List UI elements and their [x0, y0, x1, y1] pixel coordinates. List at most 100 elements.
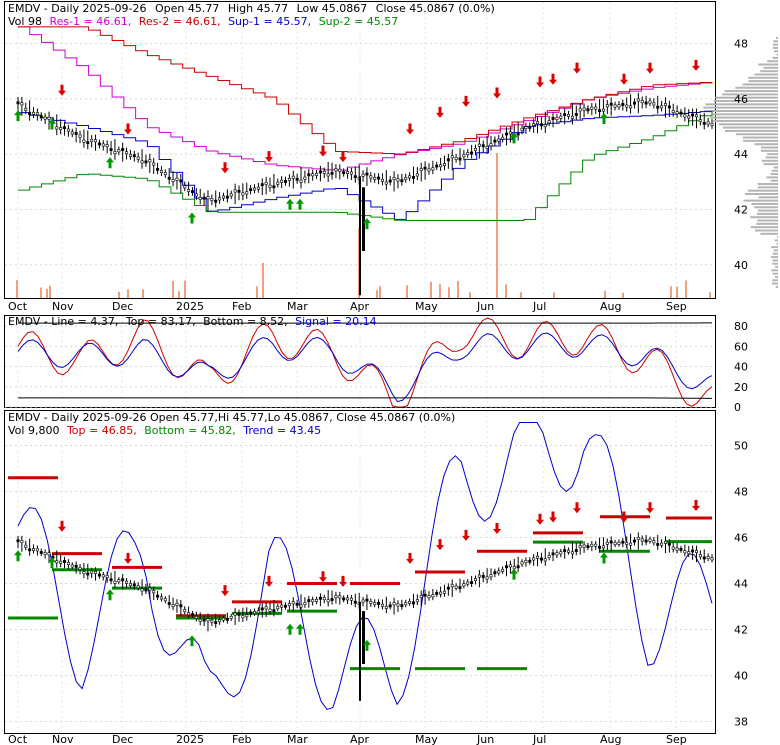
price-candle — [498, 571, 500, 573]
volume-profile-bar — [755, 230, 778, 232]
price-candle — [645, 540, 647, 542]
volume-profile-bar — [761, 150, 778, 152]
price-candle — [284, 605, 286, 607]
y-tick-label: 44 — [734, 578, 748, 591]
price-candle — [401, 180, 403, 182]
price-candle — [474, 579, 476, 581]
price-candle — [470, 581, 472, 583]
x-tick-label: Jun — [476, 733, 494, 745]
price-candle — [207, 197, 209, 199]
volume-profile-bar — [735, 87, 778, 89]
volume-profile-bar — [773, 166, 778, 168]
price-candle — [560, 552, 562, 554]
price-candle — [544, 559, 546, 561]
price-candle — [238, 613, 240, 615]
price-candle — [125, 581, 127, 583]
price-candle — [261, 184, 263, 186]
volume-bar — [670, 286, 672, 298]
price-candle — [618, 105, 620, 107]
price-candle — [587, 546, 589, 548]
price-candle — [548, 555, 550, 557]
price-candle — [187, 189, 189, 191]
price-candle — [79, 567, 81, 569]
price-candle — [525, 127, 527, 129]
price-candle — [335, 595, 337, 597]
price-candle — [385, 182, 387, 184]
volume-profile-bar — [776, 286, 778, 288]
volume-profile-bar — [770, 180, 778, 182]
price-candle — [389, 180, 391, 182]
volume-profile-bar — [763, 67, 778, 69]
volume-profile-bar — [722, 93, 778, 95]
price-candle — [370, 176, 372, 178]
volume-profile-bar — [754, 143, 778, 145]
price-candle — [75, 565, 77, 567]
volume-bar — [46, 289, 48, 298]
price-candle — [649, 101, 651, 103]
volume-bar — [439, 284, 441, 298]
price-candle — [567, 114, 569, 116]
price-candle — [583, 108, 585, 110]
volume-bar — [40, 288, 42, 298]
volume-profile-bar — [775, 276, 778, 278]
price-candle — [637, 99, 639, 101]
price-candle — [556, 117, 558, 119]
price-candle — [114, 152, 116, 154]
panel1-legend: Vol 98 Res-1 = 46.61, Res-2 = 46.61, Sup… — [8, 15, 398, 28]
price-candle — [626, 542, 628, 544]
price-candle — [121, 148, 123, 150]
price-candle — [106, 575, 108, 577]
price-candle — [501, 569, 503, 571]
price-candle — [393, 177, 395, 179]
price-candle — [56, 127, 58, 129]
x-tick-label: Aug — [600, 733, 621, 745]
price-candle — [660, 543, 662, 545]
volume-profile-bar — [766, 156, 778, 158]
volume-bar — [127, 289, 129, 298]
price-candle — [552, 117, 554, 119]
legend-bottom: Bottom = 8.52, — [203, 315, 288, 328]
volume-profile-bar — [754, 206, 778, 208]
price-candle — [521, 128, 523, 130]
volume-profile-bar — [760, 70, 778, 72]
price-candle — [672, 110, 674, 112]
price-candle — [199, 619, 201, 621]
price-candle — [680, 112, 682, 114]
price-candle — [346, 171, 348, 173]
price-candle — [432, 168, 434, 170]
price-candle — [218, 620, 220, 622]
volume-bar — [496, 153, 498, 298]
panel3-header: EMDV - Daily 2025-09-26 Open 45.77,Hi 45… — [8, 411, 455, 424]
price-candle — [436, 165, 438, 167]
price-candle — [579, 546, 581, 548]
price-candle — [377, 602, 379, 604]
price-candle — [172, 179, 174, 181]
price-candle — [381, 604, 383, 606]
price-candle — [490, 575, 492, 577]
price-candle — [707, 122, 709, 124]
price-candle — [436, 592, 438, 594]
volume-profile-bar — [772, 283, 778, 285]
volume-profile-bar — [744, 200, 778, 202]
price-candle — [362, 611, 365, 664]
price-candle — [626, 105, 628, 107]
price-candle — [133, 584, 135, 586]
x-tick-label: May — [415, 733, 438, 745]
volume-bar — [256, 286, 258, 298]
volume-bar — [709, 292, 711, 298]
volume-bar — [457, 281, 459, 298]
price-candle — [83, 140, 85, 142]
price-candle — [25, 545, 27, 547]
volume-profile-bar — [757, 220, 778, 222]
price-candle — [680, 548, 682, 550]
price-candle — [168, 602, 170, 604]
y-tick-label: 44 — [734, 148, 748, 161]
price-candle — [17, 540, 19, 542]
y-tick-label: 40 — [734, 670, 748, 683]
price-candle — [211, 620, 213, 622]
price-candle — [335, 169, 337, 171]
price-candle — [230, 194, 232, 196]
price-candle — [401, 605, 403, 607]
price-candle — [439, 592, 441, 594]
